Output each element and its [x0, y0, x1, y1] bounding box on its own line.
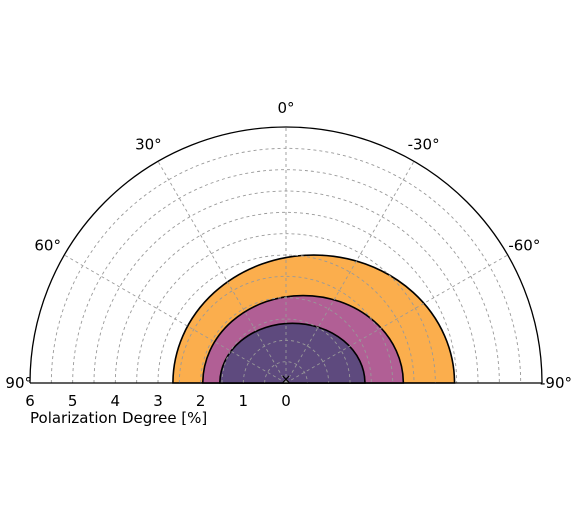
- radial-tick-label: 0: [281, 392, 291, 410]
- angle-tick-label: 60°: [34, 236, 61, 254]
- radial-axis-label: Polarization Degree [%]: [30, 409, 207, 427]
- tick-labels: 90° 60° 30° 0° -30° -60° -90° 6 5 4 3 2 1 0: [5, 99, 572, 410]
- angle-tick-label: 30°: [135, 136, 162, 154]
- radial-tick-label: 1: [239, 392, 249, 410]
- grid-circle: [264, 361, 308, 384]
- radial-tick-label: 3: [153, 392, 163, 410]
- radial-tick-label: 2: [196, 392, 206, 410]
- center-marker: ×: [281, 373, 292, 388]
- grid-circle: [178, 275, 394, 384]
- angle-tick-label: 0°: [277, 99, 294, 117]
- angle-tick-label: -30°: [408, 136, 440, 154]
- angle-tick-label: -60°: [508, 236, 540, 254]
- grid-circle: [72, 169, 500, 384]
- polar-frame: ×: [29, 126, 543, 388]
- confidence-regions: [172, 254, 456, 384]
- grid-lines: [50, 127, 522, 384]
- radial-tick-label: 6: [25, 392, 35, 410]
- angle-tick-label: -90°: [540, 374, 572, 392]
- radial-tick-label: 4: [111, 392, 121, 410]
- grid-circle: [136, 233, 436, 384]
- radial-tick-label: 5: [68, 392, 78, 410]
- grid-spoke: [64, 254, 287, 384]
- grid-circle: [93, 190, 479, 384]
- grid-spoke: [285, 254, 508, 384]
- region-inner: [219, 322, 366, 384]
- outer-arc: [29, 126, 543, 384]
- grid-spoke: [285, 161, 415, 384]
- angle-tick-label: 90°: [5, 374, 32, 392]
- grid-spoke: [157, 161, 287, 384]
